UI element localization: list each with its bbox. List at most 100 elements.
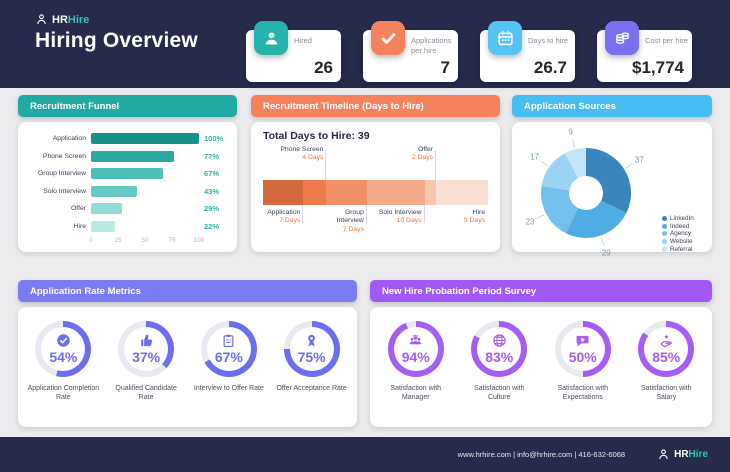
timeline-label-days: 2 Days [411, 154, 434, 162]
gauge-label: Satisfaction with Expectations [557, 385, 609, 402]
donut-legend: LinkedIn Indeed Agency Website Referral [662, 215, 694, 253]
timeline-label-days: 7 Days [279, 217, 301, 225]
funnel-value-label: 100% [204, 134, 224, 144]
funnel-x-tick: 75 [168, 237, 176, 244]
timeline-segment-hire [436, 180, 488, 205]
legend-dot [662, 231, 667, 237]
timeline-label-solo-interview: Solo Interview 10 Days [376, 209, 422, 226]
calendar-icon [488, 21, 522, 55]
gauge-inner: 37% [124, 327, 169, 371]
timeline-label-name: Group Interview [336, 209, 364, 225]
legend-dot [662, 223, 667, 229]
award-icon [304, 333, 319, 348]
gauge-ring: 37% [118, 321, 175, 377]
application-rate-metrics-panel: Application Rate Metrics 54% Application … [18, 280, 357, 427]
coins-icon [605, 21, 639, 55]
funnel-bar-track [91, 150, 199, 162]
application-sources-body: 37 29 23 17 9 LinkedIn Indeed Agency Website Refe… [512, 122, 712, 257]
gauge-interview-to-offer-rate: 67% Interview to Offer Rate [189, 321, 269, 403]
funnel-row-phone-screen: Phone Screen 77% [28, 148, 231, 166]
gauge-inner: 67% [206, 327, 251, 371]
timeline-label-days: 7 Days [342, 225, 364, 233]
gauge-label: Satisfaction with Salary [640, 385, 692, 402]
application-rate-metrics-body: 54% Application Completion Rate 37% Qualifi… [18, 307, 357, 427]
funnel-row-solo-interview: Solo Interview 43% [28, 183, 231, 201]
funnel-bar [91, 133, 199, 145]
gauge-ring: 50% [554, 321, 611, 377]
funnel-bar [91, 220, 115, 232]
recruitment-funnel-body: Application 100% Phone Screen 77% Group Inte… [18, 122, 237, 252]
funnel-row-hire: Hire 22% [28, 218, 231, 236]
legend-label: Indeed [670, 222, 690, 230]
timeline-total-label: Total Days to Hire: 39 [263, 130, 370, 142]
funnel-bar [91, 203, 123, 215]
gauge-label: Interview to Offer Rate [193, 385, 264, 392]
gauge-percent: 50% [568, 349, 597, 365]
legend-label: Website [670, 238, 693, 246]
hand-star-icon [659, 333, 674, 348]
kpi-card-cost-per-hire: Cost per hire $1,774 [597, 21, 692, 82]
funnel-bar-track [91, 203, 199, 215]
legend-label: Agency [670, 230, 692, 238]
gauge-label: Satisfaction with Culture [473, 385, 525, 402]
funnel-x-tick: 25 [114, 237, 122, 244]
timeline-label-name: Solo Interview [378, 209, 422, 216]
funnel-bar [91, 168, 164, 180]
gauge-percent: 75% [297, 349, 326, 365]
timeline-label-offer: Offer 2 Days [387, 146, 433, 163]
funnel-x-tick: 50 [141, 237, 149, 244]
gauge-satisfaction-with-expectations: 50% Satisfaction with Expectations [543, 321, 623, 403]
donut-value-label-linkedin: 37 [634, 155, 644, 165]
funnel-category-label: Group Interview [38, 170, 86, 178]
kpi-value: 26.7 [533, 58, 567, 77]
gauge-inner: 83% [477, 327, 522, 371]
timeline-segment-application [263, 180, 304, 205]
application-sources-header: Application Sources [512, 95, 712, 117]
funnel-bar-track [91, 133, 199, 145]
gauge-offer-acceptance-rate: 75% Offer Acceptance Rate [272, 321, 352, 403]
gauge-inner: 50% [560, 327, 605, 371]
funnel-row-offer: Offer 29% [28, 200, 231, 218]
gauge-ring: 75% [283, 321, 340, 377]
legend-item-agency: Agency [662, 230, 694, 238]
timeline-label-days: 10 Days [396, 217, 422, 225]
funnel-bar-track [91, 220, 199, 232]
kpi-label: Cost per hire [645, 36, 688, 45]
application-sources-panel: Application Sources 37 29 23 17 9 LinkedIn Ind… [512, 95, 712, 257]
gauge-percent: 83% [485, 349, 514, 365]
gauge-ring: 54% [35, 321, 92, 377]
donut-value-label-indeed: 29 [601, 248, 611, 258]
probation-survey-body: 94% Satisfaction with Manager 83% Satisfact… [370, 307, 712, 427]
gauge-label: Qualified Candidate Rate [115, 385, 177, 402]
team-icon [408, 333, 423, 348]
gauge-satisfaction-with-salary: 85% Satisfaction with Salary [626, 321, 706, 403]
legend-dot [662, 216, 667, 222]
probation-survey-panel: New Hire Probation Period Survey 94% Sati… [370, 280, 712, 427]
gauge-ring: 67% [200, 321, 257, 377]
gauge-ring: 83% [471, 321, 528, 377]
funnel-row-group-interview: Group Interview 67% [28, 165, 231, 183]
legend-label: Referral [670, 245, 693, 253]
recruitment-timeline-panel: Recruitment Timeline (Days to Hire) Tota… [251, 95, 500, 252]
funnel-category-label: Solo Interview [43, 187, 86, 195]
gauge-percent: 94% [401, 349, 430, 365]
top-header: HRHire Hiring Overview Hired 26 Applicatio… [0, 0, 730, 88]
timeline-label-name: Phone Screen [280, 146, 324, 153]
funnel-value-label: 77% [204, 151, 220, 161]
gauge-percent: 54% [49, 349, 78, 365]
person-icon [254, 21, 288, 55]
globe-icon [492, 333, 507, 348]
legend-label: LinkedIn [670, 215, 694, 223]
legend-item-linkedin: LinkedIn [662, 215, 694, 223]
kpi-card-row: Hired 26 Applications per hire 7 Days to hir… [246, 21, 692, 82]
check-circle-icon [56, 333, 71, 348]
person-logo-icon [659, 449, 668, 459]
timeline-label-name: Application [267, 209, 301, 216]
legend-item-referral: Referral [662, 245, 694, 253]
gauge-percent: 37% [132, 349, 161, 365]
chat-star-icon [575, 333, 590, 348]
timeline-segment-solo-interview [366, 180, 425, 205]
brand-hr: HR [674, 449, 689, 460]
funnel-chart: Application 100% Phone Screen 77% Group Inte… [28, 130, 231, 247]
